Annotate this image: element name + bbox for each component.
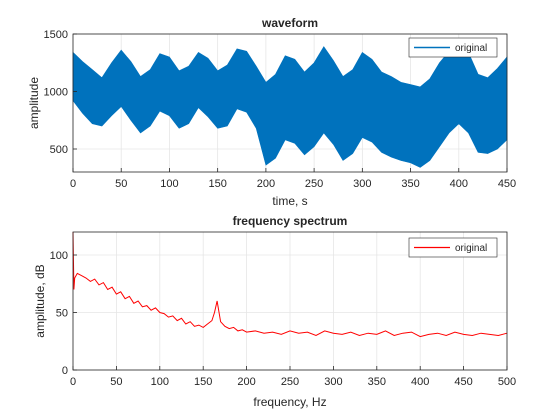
- x-tick-label: 50: [115, 178, 127, 190]
- x-tick-label: 0: [70, 178, 76, 190]
- x-tick-label: 100: [151, 376, 169, 388]
- y-tick-label: 500: [50, 144, 68, 156]
- x-axis-label: frequency, Hz: [253, 395, 326, 409]
- y-axis-label: amplitude: [27, 77, 41, 129]
- legend-box: [408, 37, 498, 58]
- x-tick-label: 250: [281, 376, 299, 388]
- x-tick-label: 450: [454, 376, 472, 388]
- x-tick-label: 500: [498, 376, 516, 388]
- x-tick-label: 200: [237, 376, 255, 388]
- y-tick-label: 1500: [44, 29, 68, 41]
- x-tick-label: 300: [324, 376, 342, 388]
- x-axis-label: time, s: [272, 194, 307, 208]
- x-tick-label: 350: [401, 178, 419, 190]
- chart-title: frequency spectrum: [233, 214, 348, 228]
- x-tick-label: 250: [305, 178, 323, 190]
- legend-box: [408, 237, 498, 258]
- y-axis-label: amplitude, dB: [33, 264, 47, 337]
- tick-labels: 0 50 100 150 200 250 300 350 400 450 500 0 50 100: [50, 250, 517, 388]
- subplot-waveform: 0 50 100 150 200 250 300 350 400 450 500 1000 1500 w…: [27, 16, 516, 208]
- legend: original: [408, 237, 498, 258]
- spectrum-line: [72, 231, 508, 338]
- subplot-spectrum: 0 50 100 150 200 250 300 350 400 450 500 0 50 100 fre…: [33, 214, 516, 409]
- y-tick-label: 50: [56, 308, 68, 320]
- x-tick-label: 100: [160, 178, 178, 190]
- x-tick-label: 150: [194, 376, 212, 388]
- x-tick-label: 0: [70, 376, 76, 388]
- tick-labels: 0 50 100 150 200 250 300 350 400 450 500 1000 1500: [44, 29, 517, 190]
- x-tick-label: 150: [208, 178, 226, 190]
- legend: original: [408, 37, 498, 58]
- y-tick-label: 1000: [44, 87, 68, 99]
- x-tick-label: 400: [411, 376, 429, 388]
- y-tick-label: 0: [62, 365, 68, 377]
- x-tick-label: 350: [368, 376, 386, 388]
- x-tick-label: 450: [498, 178, 516, 190]
- series-line: [72, 231, 508, 338]
- x-tick-label: 300: [353, 178, 371, 190]
- x-tick-label: 200: [257, 178, 275, 190]
- y-tick-label: 100: [50, 250, 68, 262]
- chart-title: waveform: [261, 16, 318, 30]
- axes-box: [72, 33, 508, 173]
- x-tick-label: 50: [110, 376, 122, 388]
- x-tick-label: 400: [450, 178, 468, 190]
- legend-label: original: [455, 43, 487, 54]
- legend-label: original: [455, 243, 487, 254]
